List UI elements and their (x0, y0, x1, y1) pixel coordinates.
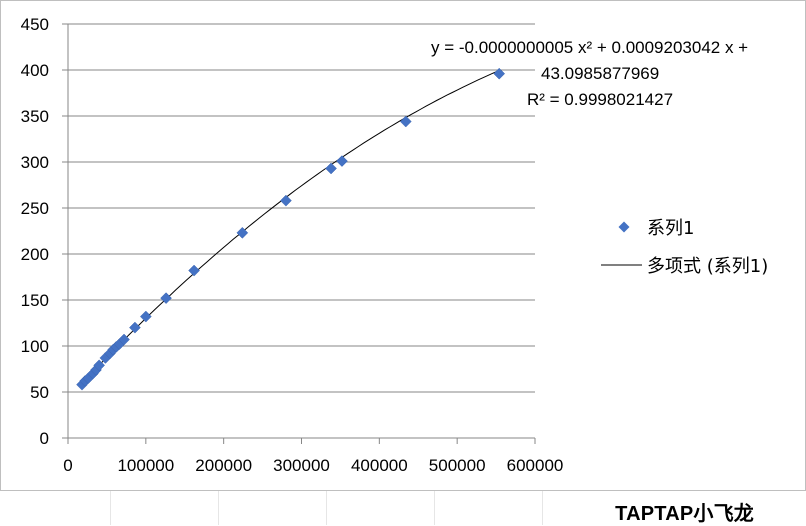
data-point (336, 155, 348, 167)
spreadsheet-row (0, 491, 806, 525)
y-tick-label: 450 (21, 15, 49, 34)
x-tick-label: 500000 (429, 456, 486, 475)
data-point (139, 310, 152, 323)
equation-line: 43.0985877969 (541, 64, 659, 83)
x-tick-label: 600000 (507, 456, 564, 475)
y-tick-label: 150 (21, 291, 49, 310)
y-tick-label: 0 (40, 429, 49, 448)
y-tick-label: 400 (21, 61, 49, 80)
legend-label: 系列1 (647, 218, 694, 239)
y-tick-label: 300 (21, 153, 49, 172)
data-point (280, 194, 292, 207)
legend-marker (618, 221, 630, 233)
y-tick-label: 250 (21, 199, 49, 218)
equation-line: y = -0.0000000005 x² + 0.0009203042 x + (431, 38, 748, 57)
data-point (118, 333, 130, 346)
y-tick-label: 50 (30, 383, 49, 402)
chart-svg: 0 50 100 150 200 250 300 350 400 450 0 100000 200000… (21, 15, 769, 475)
x-tick-label: 0 (63, 456, 72, 475)
x-tick-label: 400000 (351, 456, 408, 475)
data-point (188, 264, 200, 277)
y-tick-label: 350 (21, 107, 49, 126)
data-point (399, 115, 412, 128)
y-tick-label: 200 (21, 245, 49, 264)
axes (62, 23, 536, 444)
y-tick-label: 100 (21, 337, 49, 356)
equation-line: R² = 0.9998021427 (527, 90, 673, 109)
data-point (93, 359, 105, 372)
tick-labels: 0 50 100 150 200 250 300 350 400 450 0 100000 200000… (21, 15, 564, 475)
data-point (160, 292, 172, 305)
gridlines (68, 23, 535, 393)
data-points (76, 67, 506, 391)
x-tick-label: 100000 (117, 456, 174, 475)
data-point (325, 162, 337, 175)
watermark-text: TAPTAP小飞龙 (615, 503, 754, 525)
legend: 系列1 多项式 (系列1) (601, 218, 768, 277)
data-point (236, 226, 249, 239)
trendline-equation: y = -0.0000000005 x² + 0.0009203042 x + 4… (431, 38, 748, 109)
data-point (493, 67, 506, 80)
legend-label: 多项式 (系列1) (647, 256, 768, 277)
x-tick-label: 200000 (195, 456, 252, 475)
x-tick-label: 300000 (273, 456, 330, 475)
chart-frame: 0 50 100 150 200 250 300 350 400 450 0 100000 200000… (0, 0, 806, 491)
trendline (81, 70, 500, 384)
data-point (129, 321, 141, 334)
